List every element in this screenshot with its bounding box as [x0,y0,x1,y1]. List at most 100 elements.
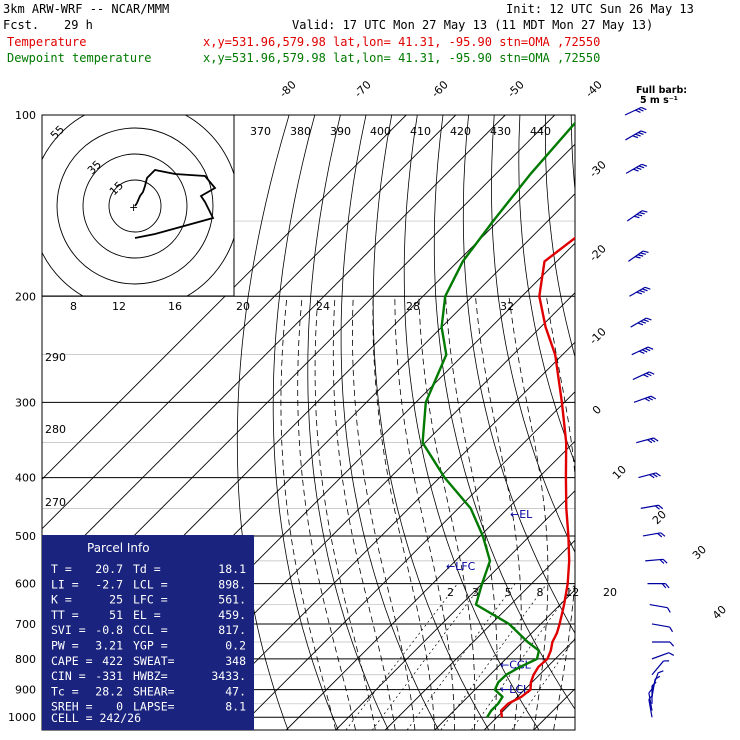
wind-barb-flag [633,215,640,219]
hodograph-ring [56,127,214,285]
parcel-info-cell: LAPSE= [133,700,175,714]
wind-barb [632,371,655,381]
wind-barb-flag [644,347,651,352]
level-mark-ccl: ←CCL [500,658,532,671]
valid-time: Valid: 17 UTC Mon 27 May 13 (11 MDT Mon … [292,18,653,32]
wind-barb-flag [641,106,647,111]
wind-barb-flag [648,371,655,375]
wind-barb [631,346,654,356]
theta-e-label: 410 [410,125,431,138]
wind-barb-flag [643,374,649,378]
isotherm-label: 30 [690,543,709,562]
wind-barb [651,623,674,633]
wind-barb-flag [659,559,665,564]
parcel-info-cell: SREH = [51,700,93,714]
dry-adiabat-line [674,115,740,730]
mixing-ratio-label: 3 [472,586,479,599]
level-mark-lcl: ←LCL [500,683,530,696]
moist-adiabat-line [508,296,549,730]
wind-barb-flag [669,626,674,633]
parcel-info-cell: SWEAT= [133,654,175,668]
barb-legend-unit: 5 m s⁻¹ [640,95,678,106]
wind-barb [625,130,647,141]
wind-barb-flag [641,349,648,353]
isotherm-line [285,440,575,730]
dewpoint-profile [421,121,575,718]
wind-barb-flag [635,256,641,259]
wind-barb-flag [635,133,641,137]
mixing-ratio-line [345,583,458,730]
parcel-info-cell: CAPE = [51,654,93,668]
wind-barb [626,210,648,222]
wind-barb-flag [655,472,661,477]
isotherm-label: -60 [429,78,451,100]
dry-adiabat-line [725,115,740,730]
dry-adiabat-line [570,115,575,194]
wind-barb-flag [636,291,643,295]
temperature-location: x,y=531.96,579.98 lat,lon= 41.31, -95.90… [203,35,600,49]
temperature-profile [499,236,575,718]
wind-barb-flag [642,250,649,253]
parcel-info-cell: -0.8 [95,623,123,637]
wind-barb [649,603,671,613]
hodograph-speed-label: 8 [70,300,77,313]
barb-legend-title: Full barb: [636,85,687,96]
wind-barb-flag [637,322,644,326]
wind-barb-shaft [648,692,653,711]
mixing-ratio-line [511,637,575,730]
wind-barb-flag [647,346,654,350]
wind-barb-flag [649,474,655,479]
wind-barb-flag [638,131,644,135]
parcel-info-cell: -2.7 [95,577,123,591]
dry-adiabat-line [307,115,389,730]
mixing-ratio-label: 20 [603,586,617,599]
parcel-info-cell: 8.1 [225,700,246,714]
isotherm-line [583,115,740,730]
wind-barb-shaft [651,672,659,690]
wind-barb [652,641,675,647]
wind-barb-flag [644,397,650,402]
isotherm-label: -40 [583,78,605,100]
hodograph-speed-label: 16 [168,300,182,313]
hodograph-speed-label: 24 [316,300,330,313]
parcel-info-cell: 817. [218,623,246,637]
parcel-info-cell: 422 [102,654,123,668]
wind-barb-flag [633,168,639,172]
model-title: 3km ARW-WRF -- NCAR/MMM [3,2,169,16]
wind-barb [645,558,668,564]
wind-barb [638,472,661,479]
isotherm-line [633,115,740,730]
wind-barb [642,532,666,538]
parcel-info-cell: SHEAR= [133,684,175,698]
wind-barb-flag [638,165,645,169]
parcel-info-cell: LCL = [133,577,168,591]
wind-barb-flag [643,319,649,323]
moist-adiabat-line [352,296,416,730]
wind-barb-flag [644,286,651,290]
wind-barb-flag [660,532,666,537]
theta-e-label: 370 [250,125,271,138]
wind-barb-flag [662,558,668,564]
theta-e-label: 400 [370,125,391,138]
hodograph-speed-label: 20 [236,300,250,313]
theta-e-label: 380 [290,125,311,138]
wind-barb [651,660,670,676]
wind-barb [625,163,648,174]
hodograph-ring [108,179,162,233]
wind-barb-flag [650,438,656,443]
dry-adiabat-line [491,115,575,554]
parcel-info-panel: Parcel Info T = 20.7 Td = 18.1 LI = -2.7 LCL =… [42,535,254,730]
wind-barb-flag [650,395,657,400]
pressure-tick-label: 1000 [8,711,36,724]
wind-barb-flag [668,652,675,656]
wind-barb-flag [637,254,644,257]
pressure-tick-label: 100 [15,109,36,122]
wind-barb-flag [658,504,664,510]
theta-e-label: 440 [530,125,551,138]
parcel-info-cell: EL = [133,608,161,622]
wind-barb-flag [640,252,646,255]
parcel-info-title: Parcel Info [87,541,150,555]
wind-barb [636,437,659,444]
mixing-ratio-label: 5 [505,586,512,599]
